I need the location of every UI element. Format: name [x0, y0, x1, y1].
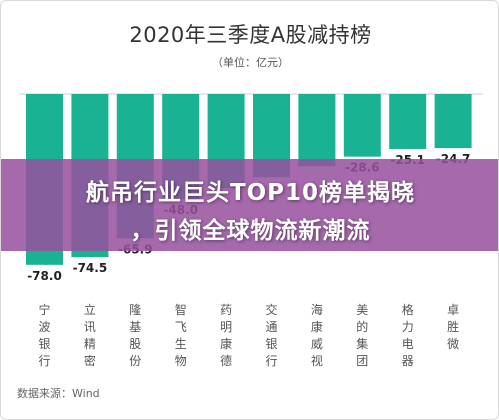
- category-label-8: 格力电器: [402, 302, 414, 368]
- category-label-2: 隆基股份: [129, 302, 141, 368]
- bar-7: [343, 94, 381, 157]
- bar-value-label-0: -78.0: [27, 269, 62, 283]
- bar-9: [434, 94, 472, 149]
- category-label-9: 卓胜微: [447, 303, 459, 351]
- headline-line-1: 航吊行业巨头TOP10榜单揭晓: [85, 180, 416, 206]
- bar-8: [389, 94, 427, 149]
- headline-line-2: ，引领全球物流新潮流: [130, 218, 371, 244]
- chart-title: 2020年三季度A股减持榜: [129, 23, 372, 47]
- category-label-5: 交通银行: [265, 302, 277, 368]
- category-label-3: 智飞生物: [175, 302, 187, 368]
- bar-6: [298, 94, 336, 167]
- data-source: 数据来源：Wind: [17, 387, 100, 400]
- category-label-7: 美的集团: [356, 303, 368, 368]
- category-label-6: 海康威视: [311, 302, 323, 368]
- headline-banner: [1, 159, 498, 251]
- category-label-4: 药明康德: [220, 303, 232, 368]
- chart-subtitle: （单位：亿元）: [212, 56, 289, 69]
- bar-value-label-1: -74.5: [73, 261, 108, 275]
- category-label-1: 立讯精密: [84, 302, 96, 368]
- category-label-0: 宁波银行: [38, 302, 50, 368]
